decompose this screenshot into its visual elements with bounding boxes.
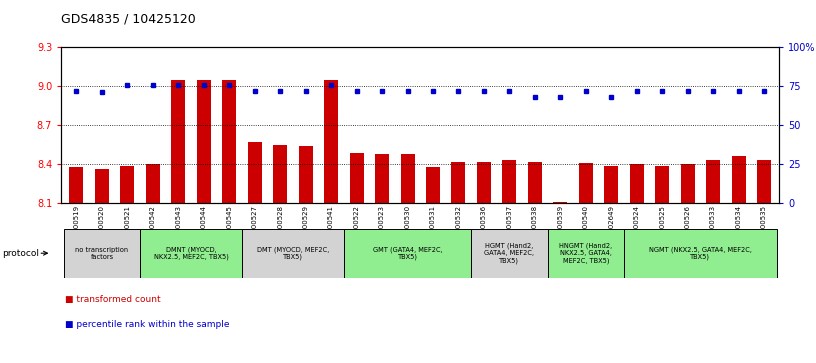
Bar bbox=[146, 164, 160, 203]
Bar bbox=[451, 162, 465, 203]
Bar bbox=[624, 229, 777, 278]
Text: ■ percentile rank within the sample: ■ percentile rank within the sample bbox=[65, 321, 230, 329]
Text: ■ transformed count: ■ transformed count bbox=[65, 295, 161, 304]
Text: DMT (MYOCD, MEF2C,
TBX5): DMT (MYOCD, MEF2C, TBX5) bbox=[257, 246, 329, 260]
Bar bbox=[548, 229, 624, 278]
Bar bbox=[553, 202, 567, 203]
Bar bbox=[64, 229, 140, 278]
Bar bbox=[248, 142, 262, 203]
Text: GDS4835 / 10425120: GDS4835 / 10425120 bbox=[61, 12, 196, 25]
Text: HNGMT (Hand2,
NKX2.5, GATA4,
MEF2C, TBX5): HNGMT (Hand2, NKX2.5, GATA4, MEF2C, TBX5… bbox=[559, 243, 612, 264]
Bar bbox=[471, 229, 548, 278]
Bar bbox=[197, 80, 211, 203]
Text: GMT (GATA4, MEF2C,
TBX5): GMT (GATA4, MEF2C, TBX5) bbox=[373, 246, 442, 260]
Text: DMNT (MYOCD,
NKX2.5, MEF2C, TBX5): DMNT (MYOCD, NKX2.5, MEF2C, TBX5) bbox=[153, 246, 228, 260]
Bar bbox=[299, 146, 313, 203]
Bar bbox=[731, 156, 746, 203]
Bar bbox=[706, 160, 720, 203]
Bar bbox=[69, 167, 83, 203]
Bar bbox=[242, 229, 344, 278]
Bar bbox=[426, 167, 440, 203]
Bar bbox=[95, 170, 109, 203]
Bar bbox=[579, 163, 592, 203]
Text: NGMT (NKX2.5, GATA4, MEF2C,
TBX5): NGMT (NKX2.5, GATA4, MEF2C, TBX5) bbox=[649, 246, 752, 260]
Bar bbox=[655, 166, 669, 203]
Bar bbox=[140, 229, 242, 278]
Text: no transcription
factors: no transcription factors bbox=[75, 247, 128, 260]
Bar bbox=[349, 152, 364, 203]
Bar bbox=[604, 166, 619, 203]
Bar bbox=[757, 160, 771, 203]
Bar bbox=[681, 164, 694, 203]
Bar bbox=[324, 80, 338, 203]
Bar bbox=[630, 164, 644, 203]
Bar bbox=[222, 80, 237, 203]
Bar bbox=[401, 154, 415, 203]
Text: HGMT (Hand2,
GATA4, MEF2C,
TBX5): HGMT (Hand2, GATA4, MEF2C, TBX5) bbox=[485, 243, 534, 264]
Bar bbox=[503, 160, 517, 203]
Text: protocol: protocol bbox=[2, 249, 39, 258]
Bar bbox=[528, 162, 542, 203]
Bar bbox=[171, 80, 185, 203]
Bar bbox=[375, 154, 389, 203]
Bar bbox=[121, 166, 135, 203]
Bar bbox=[477, 162, 491, 203]
Bar bbox=[344, 229, 471, 278]
Bar bbox=[273, 145, 287, 203]
